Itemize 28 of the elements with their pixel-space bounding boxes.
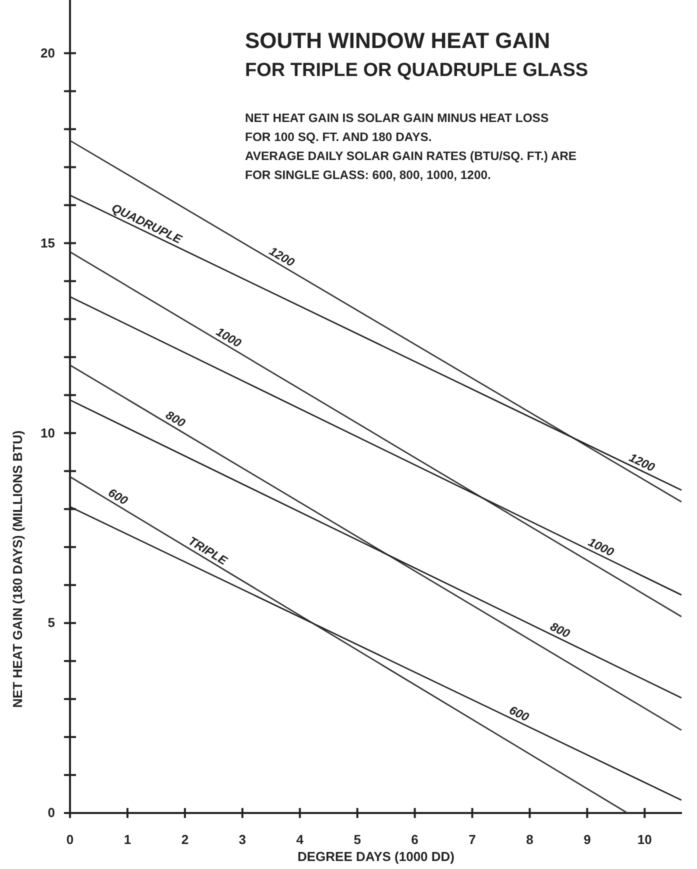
x-tick-label: 2	[181, 832, 189, 848]
x-tick-label: 6	[411, 832, 418, 848]
x-axis-title: DEGREE DAYS (1000 DD)	[297, 849, 455, 864]
text: SOUTH WINDOW HEAT GAIN FOR TRIPLE OR QUADRUPLE GLASS	[245, 28, 588, 81]
x-tick-label: 4	[296, 832, 304, 848]
x-tick-label: 0	[66, 832, 74, 848]
y-axis-title: NET HEAT GAIN (180 DAYS) (MILLIONS BTU)	[10, 430, 25, 708]
text: 1200	[626, 450, 658, 475]
x-tick-label: 10	[637, 832, 652, 848]
y-tick-label: 10	[40, 425, 55, 440]
text: 800	[548, 619, 572, 641]
y-tick-label: 20	[40, 45, 55, 60]
x-tick-label: 8	[526, 832, 534, 848]
x-tick-label: 1	[124, 832, 132, 848]
x-tick-label: 7	[468, 832, 476, 848]
x-tick-label: 3	[238, 832, 246, 848]
x-tick-label: 5	[354, 832, 361, 848]
y-tick-label: 15	[40, 235, 55, 250]
text: NET HEAT GAIN IS SOLAR GAIN MINUS HEAT LOSS FOR 100 SQ. FT. AND 180 DAYS. AVERAGE DAILY SOLAR GAIN RATES (BTU/SQ. FT.) ARE FOR SINGLE GLASS: 600, 800, 1000, 1200.	[245, 111, 577, 182]
y-tick-label: 5	[48, 615, 55, 630]
text: 600	[106, 485, 131, 508]
text: 1200	[266, 244, 298, 270]
x-tick-label: 9	[584, 832, 591, 848]
text: 800	[163, 408, 188, 430]
text: 1000	[586, 534, 616, 560]
y-tick-label: 0	[48, 805, 55, 820]
text: 1000	[214, 324, 244, 350]
text: 600	[507, 702, 532, 724]
